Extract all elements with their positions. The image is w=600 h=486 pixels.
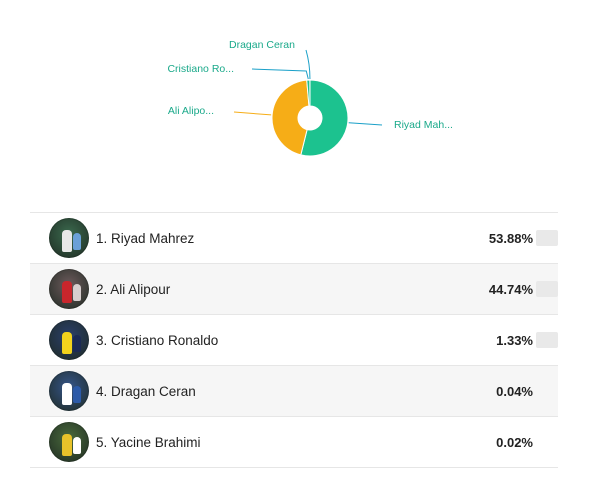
player-avatar	[49, 269, 89, 309]
player-percent: 1.33%	[496, 332, 533, 348]
pie-label: Cristiano Ro...	[167, 63, 234, 75]
ranking-row[interactable]: 4. Dragan Ceran 0.04%	[30, 365, 558, 416]
player-percent: 0.02%	[496, 434, 533, 450]
ranking-row[interactable]: 5. Yacine Brahimi 0.02%	[30, 416, 558, 468]
pie-slice[interactable]	[271, 79, 310, 156]
player-avatar	[49, 218, 89, 258]
player-avatar	[49, 371, 89, 411]
pie-label: Dragan Ceran	[229, 39, 295, 51]
pie-label: Riyad Mah...	[394, 119, 453, 131]
ranking-list: 1. Riyad Mahrez 53.88% 2. Ali Alipour 44…	[30, 212, 558, 468]
player-name: 5. Yacine Brahimi	[96, 434, 201, 450]
player-percent: 44.74%	[488, 281, 533, 297]
pie-connector	[305, 49, 311, 80]
player-avatar	[49, 320, 89, 360]
share-indicator	[536, 434, 558, 450]
player-name: 4. Dragan Ceran	[96, 383, 196, 399]
pie-slice[interactable]	[300, 79, 349, 157]
player-name: 3. Cristiano Ronaldo	[96, 332, 219, 348]
pie-label: Ali Alipo...	[168, 105, 214, 117]
player-avatar	[49, 422, 89, 462]
ranking-row[interactable]: 1. Riyad Mahrez 53.88%	[30, 212, 558, 263]
share-indicator	[536, 281, 558, 297]
share-indicator	[536, 383, 558, 399]
player-percent: 0.04%	[496, 383, 533, 399]
pie-connector	[233, 111, 272, 116]
share-indicator	[536, 332, 558, 348]
player-percent: 53.88%	[488, 230, 533, 246]
ranking-row[interactable]: 2. Ali Alipour 44.74%	[30, 263, 558, 314]
player-name: 2. Ali Alipour	[96, 281, 171, 297]
player-name: 1. Riyad Mahrez	[96, 230, 195, 246]
ranking-row[interactable]: 3. Cristiano Ronaldo 1.33%	[30, 314, 558, 365]
share-indicator	[536, 230, 558, 246]
pie-chart: Riyad Mah... Ali Alipo... Cristiano Ro... D…	[0, 0, 600, 200]
pie-connector	[348, 122, 383, 126]
pie-chart-svg: Riyad Mah... Ali Alipo... Cristiano Ro... D…	[167, 39, 453, 157]
pie-connector	[251, 68, 309, 80]
